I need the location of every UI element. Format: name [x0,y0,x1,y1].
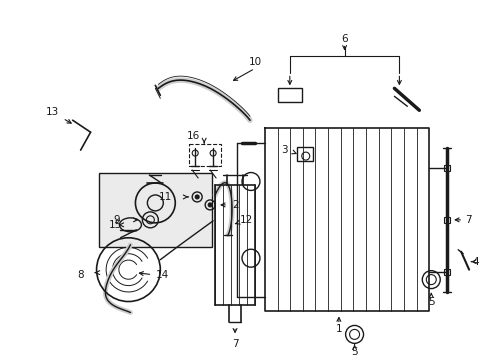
Text: 6: 6 [341,33,347,44]
Circle shape [208,203,212,207]
Text: 5: 5 [350,347,357,357]
Text: 15: 15 [108,220,122,230]
FancyBboxPatch shape [99,173,212,247]
Text: 4: 4 [472,257,478,267]
Bar [277,88,301,102]
Text: 1: 1 [335,324,342,334]
Bar [443,165,449,171]
Bar [296,147,312,161]
Text: 13: 13 [46,107,59,117]
Text: 14: 14 [155,270,168,280]
Bar [443,217,449,223]
Text: 3: 3 [281,145,287,155]
Bar [443,269,449,275]
Text: 8: 8 [77,270,83,280]
Text: 7: 7 [231,339,238,349]
Text: 12: 12 [240,215,253,225]
Circle shape [195,195,199,199]
Text: 7: 7 [464,215,471,225]
Text: 16: 16 [186,131,200,141]
Text: 11: 11 [159,192,172,202]
Text: 9: 9 [114,215,120,225]
Text: 2: 2 [232,200,238,210]
Bar [189,144,221,166]
Text: 5: 5 [427,297,434,306]
Text: 10: 10 [248,58,261,67]
